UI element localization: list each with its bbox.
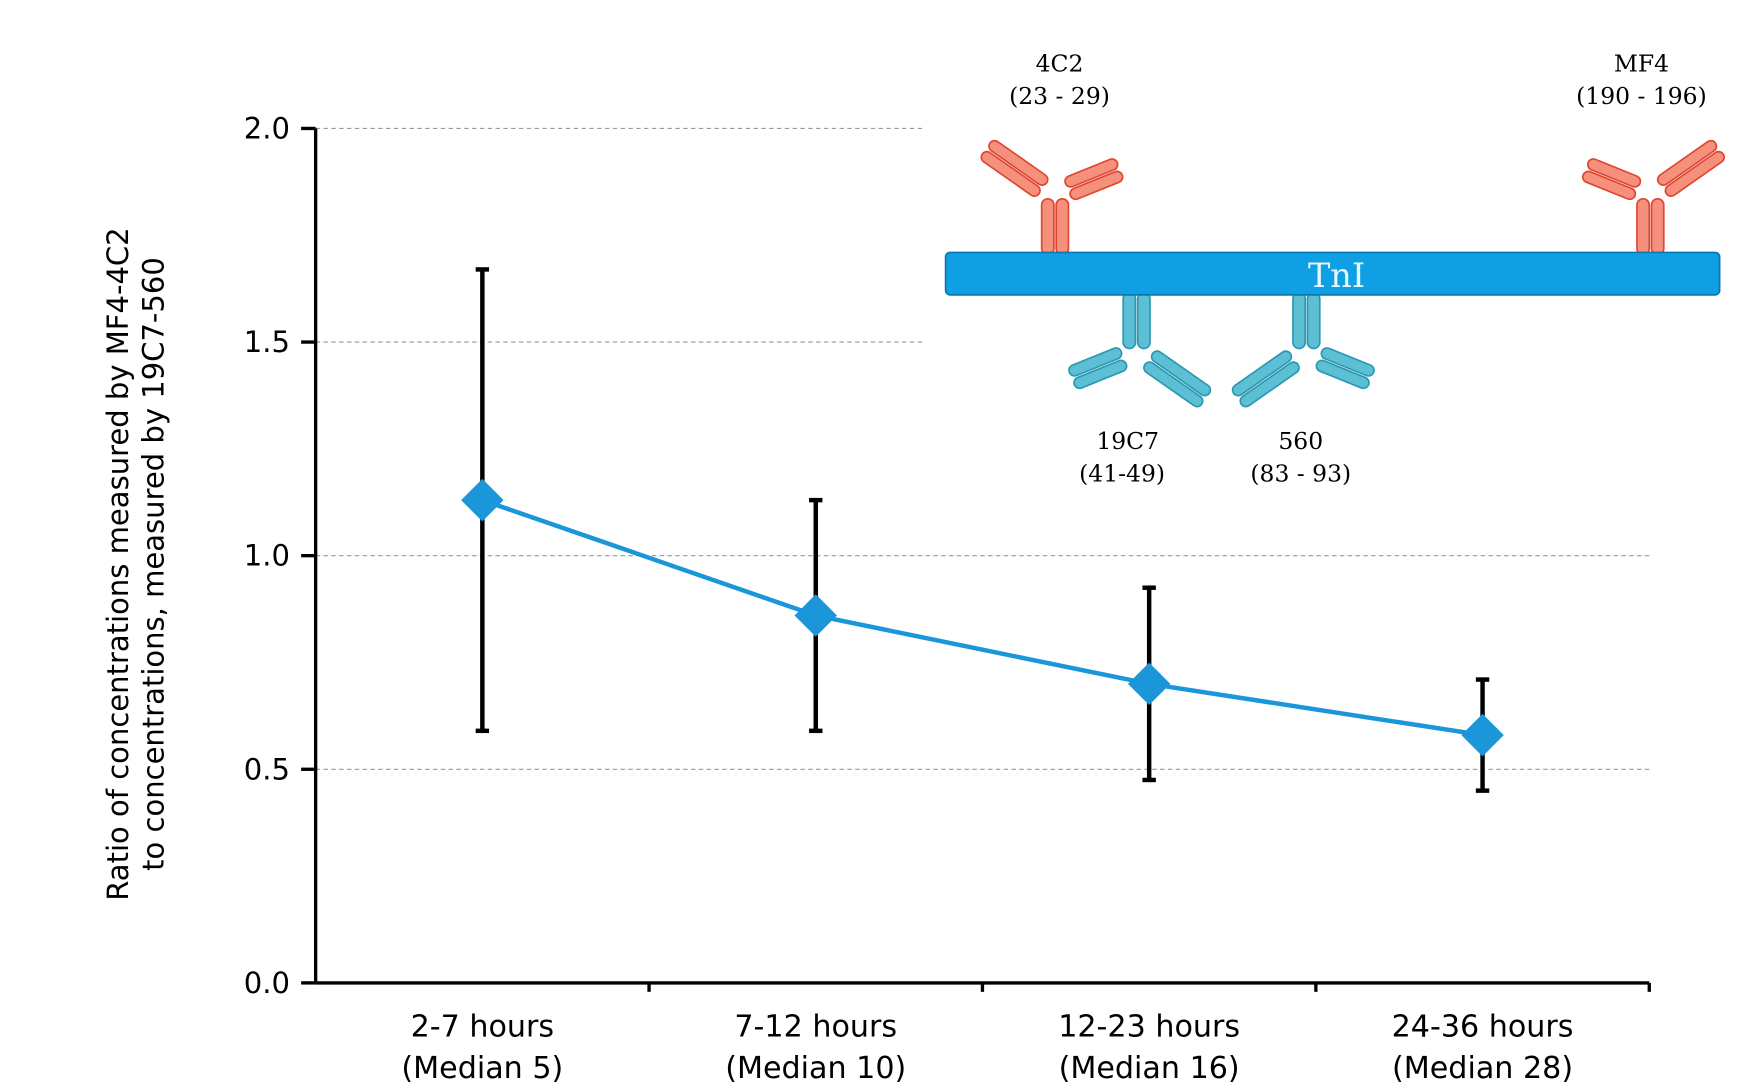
- x-tick-label: (Median 5): [401, 1051, 563, 1086]
- marker: [1128, 663, 1170, 705]
- antibody-name: 560: [1278, 427, 1323, 455]
- y-tick-label: 0.0: [244, 966, 290, 1000]
- y-tick-label: 1.5: [244, 325, 290, 359]
- antibody-name: 4C2: [1036, 49, 1084, 77]
- y-tick-label: 1.0: [244, 539, 290, 573]
- antibody-range: (41-49): [1079, 459, 1165, 487]
- x-tick-label: (Median 16): [1059, 1051, 1240, 1086]
- antibody-name: MF4: [1614, 49, 1669, 77]
- marker: [1461, 714, 1503, 756]
- antibody-range: (190 - 196): [1576, 82, 1707, 110]
- x-tick-label: 2-7 hours: [411, 1010, 555, 1045]
- y-tick-label: 0.5: [244, 752, 290, 786]
- x-tick-label: (Median 28): [1392, 1051, 1573, 1086]
- y-tick-label: 2.0: [244, 111, 290, 145]
- chart: TnI 4C2 (23 - 29) MF4 (190 - 196) 19C7 (…: [0, 0, 1746, 1089]
- antibody-range: (83 - 93): [1250, 459, 1351, 487]
- x-tick-label: (Median 10): [725, 1051, 906, 1086]
- marker: [461, 479, 503, 521]
- antibody-range: (23 - 29): [1009, 82, 1110, 110]
- tni-label: TnI: [1308, 256, 1365, 295]
- y-axis-label: Ratio of concentrations measured by MF4-…: [101, 227, 135, 900]
- marker: [795, 594, 837, 636]
- inset-diagram: TnI 4C2 (23 - 29) MF4 (190 - 196) 19C7 (…: [924, 34, 1734, 498]
- page: {"chart_data": {"type": "line", "ylabel"…: [0, 0, 1746, 1089]
- x-tick-label: 24-36 hours: [1392, 1010, 1574, 1045]
- antibody-name: 19C7: [1096, 427, 1159, 455]
- x-tick-label: 12-23 hours: [1058, 1010, 1240, 1045]
- x-tick-label: 7-12 hours: [734, 1010, 897, 1045]
- y-axis-label: to concentrations, measured by 19C7-560: [137, 257, 171, 871]
- series-line: [482, 500, 1482, 735]
